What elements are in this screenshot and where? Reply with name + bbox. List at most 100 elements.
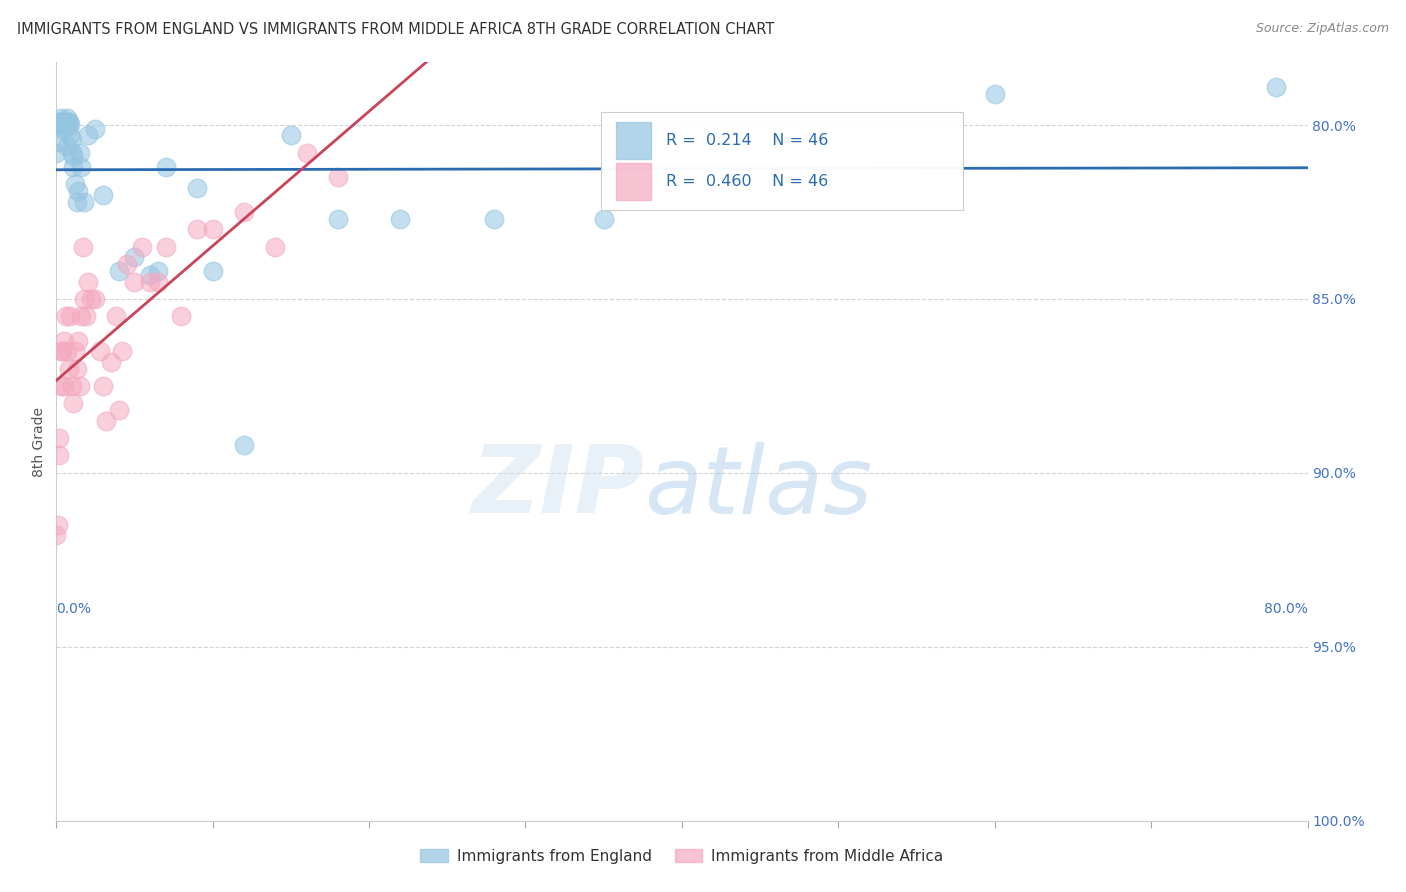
- Text: Source: ZipAtlas.com: Source: ZipAtlas.com: [1256, 22, 1389, 36]
- FancyBboxPatch shape: [616, 163, 651, 200]
- Point: [58, 361, 80, 376]
- Point: [186, 222, 208, 236]
- Point: [170, 310, 193, 324]
- Point: [49, 344, 72, 359]
- Point: [155, 240, 177, 254]
- Text: ZIP: ZIP: [471, 441, 644, 533]
- Y-axis label: 8th Grade: 8th Grade: [32, 407, 46, 476]
- Point: [124, 250, 146, 264]
- Point: [51, 344, 73, 359]
- Point: [60, 379, 83, 393]
- Point: [60, 132, 83, 146]
- Point: [592, 211, 614, 226]
- Point: [46, 136, 69, 150]
- Point: [984, 87, 1007, 101]
- Point: [70, 160, 93, 174]
- Point: [89, 344, 111, 359]
- Point: [326, 211, 349, 226]
- Point: [63, 344, 86, 359]
- Point: [1265, 79, 1288, 94]
- Point: [51, 121, 73, 136]
- Text: atlas: atlas: [644, 442, 873, 533]
- Point: [62, 396, 84, 410]
- Point: [84, 292, 107, 306]
- Text: R =  0.214    N = 46: R = 0.214 N = 46: [665, 133, 828, 148]
- Point: [91, 379, 114, 393]
- Point: [72, 240, 94, 254]
- Point: [56, 111, 79, 125]
- Point: [56, 344, 79, 359]
- Point: [484, 211, 506, 226]
- Point: [389, 211, 412, 226]
- Point: [45, 528, 67, 542]
- Point: [56, 139, 79, 153]
- Point: [295, 145, 318, 160]
- Point: [55, 118, 77, 132]
- Point: [131, 240, 153, 254]
- Point: [55, 310, 77, 324]
- Point: [49, 379, 72, 393]
- Point: [67, 334, 90, 348]
- Point: [73, 292, 96, 306]
- Point: [48, 449, 70, 463]
- Point: [111, 344, 134, 359]
- Point: [69, 379, 91, 393]
- Point: [108, 403, 131, 417]
- Point: [326, 170, 349, 185]
- Point: [53, 379, 76, 393]
- Text: 80.0%: 80.0%: [1264, 601, 1308, 615]
- Legend: Immigrants from England, Immigrants from Middle Africa: Immigrants from England, Immigrants from…: [413, 843, 950, 870]
- Point: [55, 114, 77, 128]
- Point: [186, 180, 208, 194]
- Point: [59, 310, 82, 324]
- Point: [48, 118, 70, 132]
- Point: [75, 310, 97, 324]
- Point: [100, 354, 122, 368]
- Point: [49, 111, 72, 125]
- Point: [51, 114, 73, 128]
- Point: [69, 145, 91, 160]
- Point: [104, 310, 127, 324]
- Point: [67, 184, 90, 198]
- Point: [264, 240, 287, 254]
- Point: [146, 264, 169, 278]
- Point: [91, 187, 114, 202]
- Point: [53, 334, 76, 348]
- Point: [139, 268, 162, 282]
- Point: [76, 275, 98, 289]
- FancyBboxPatch shape: [616, 122, 651, 159]
- Point: [63, 177, 86, 191]
- Point: [62, 149, 84, 163]
- Point: [49, 114, 72, 128]
- Point: [146, 275, 169, 289]
- Point: [108, 264, 131, 278]
- Point: [233, 205, 256, 219]
- FancyBboxPatch shape: [600, 112, 963, 211]
- Point: [46, 518, 69, 533]
- Text: R =  0.460    N = 46: R = 0.460 N = 46: [665, 174, 828, 189]
- Point: [60, 145, 83, 160]
- Point: [76, 128, 98, 143]
- Point: [155, 160, 177, 174]
- Point: [59, 128, 82, 143]
- Point: [58, 114, 80, 128]
- Point: [115, 257, 138, 271]
- Point: [280, 128, 302, 143]
- Point: [48, 431, 70, 445]
- Text: 0.0%: 0.0%: [56, 601, 91, 615]
- Point: [70, 310, 93, 324]
- Point: [58, 114, 80, 128]
- Point: [65, 194, 87, 209]
- Point: [96, 414, 118, 428]
- Point: [59, 118, 82, 132]
- Point: [84, 121, 107, 136]
- Point: [233, 438, 256, 452]
- Point: [139, 275, 162, 289]
- Point: [62, 160, 84, 174]
- Point: [201, 264, 224, 278]
- Text: IMMIGRANTS FROM ENGLAND VS IMMIGRANTS FROM MIDDLE AFRICA 8TH GRADE CORRELATION C: IMMIGRANTS FROM ENGLAND VS IMMIGRANTS FR…: [17, 22, 775, 37]
- Point: [201, 222, 224, 236]
- Point: [53, 114, 76, 128]
- Point: [53, 118, 76, 132]
- Point: [124, 275, 146, 289]
